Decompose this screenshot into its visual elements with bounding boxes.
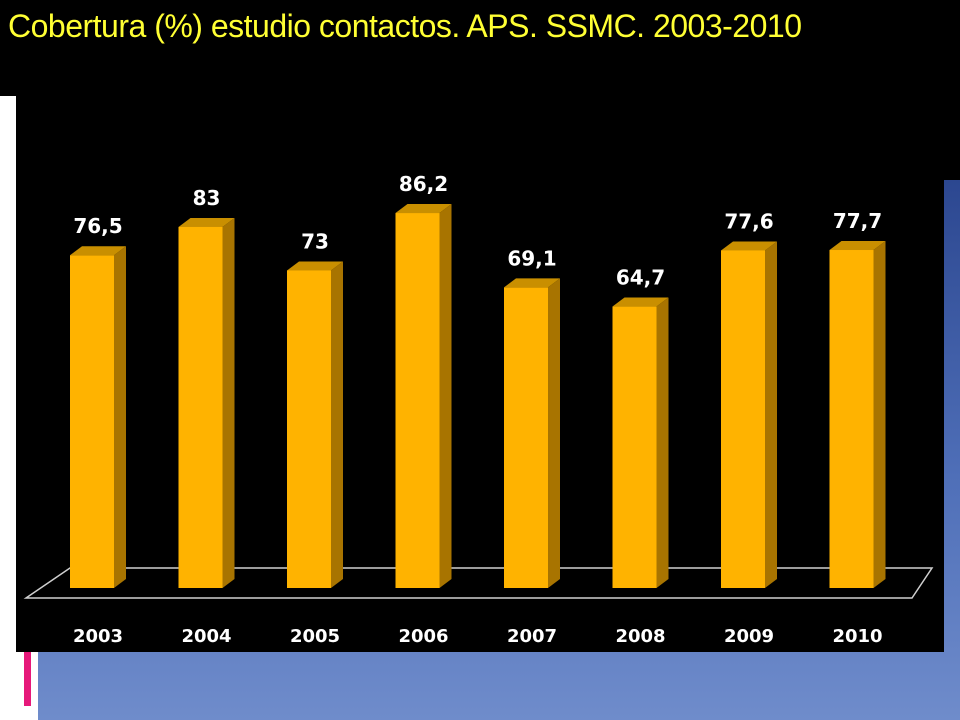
x-tick-label-2010: 2010 bbox=[832, 626, 882, 647]
data-label-2004: 83 bbox=[193, 186, 221, 210]
bar-side-2004 bbox=[222, 217, 235, 588]
bar-top-2003 bbox=[70, 246, 126, 256]
data-label-2010: 77,7 bbox=[833, 209, 882, 233]
x-tick-label-2003: 2003 bbox=[73, 626, 123, 647]
bar-side-2010 bbox=[873, 241, 886, 588]
data-label-2009: 77,6 bbox=[724, 209, 773, 233]
data-label-2007: 69,1 bbox=[507, 246, 556, 270]
bar-2003 bbox=[70, 255, 114, 588]
bar-side-2008 bbox=[656, 297, 669, 588]
bar-2009 bbox=[721, 250, 765, 588]
x-tick-label-2008: 2008 bbox=[615, 626, 665, 647]
bar-top-2004 bbox=[178, 217, 235, 227]
bar-2008 bbox=[612, 306, 657, 588]
slide-title: Cobertura (%) estudio contactos. APS. SS… bbox=[8, 8, 802, 44]
bar-side-2007 bbox=[548, 278, 560, 588]
bar-top-2010 bbox=[829, 241, 886, 251]
data-label-2005: 73 bbox=[301, 229, 329, 253]
pink-accent-bar bbox=[24, 650, 31, 706]
bar-side-2003 bbox=[114, 246, 126, 588]
white-side-strip bbox=[0, 96, 16, 720]
bar-top-2009 bbox=[721, 241, 777, 251]
bar-top-2008 bbox=[612, 297, 669, 307]
bar-2007 bbox=[504, 287, 548, 588]
x-tick-label-2004: 2004 bbox=[181, 626, 231, 647]
bar-2004 bbox=[178, 226, 223, 588]
data-label-2003: 76,5 bbox=[73, 214, 122, 238]
bar-top-2006 bbox=[395, 204, 452, 214]
bar-top-2007 bbox=[504, 278, 560, 288]
bar-side-2009 bbox=[765, 241, 777, 588]
bar-side-2005 bbox=[331, 261, 343, 588]
x-tick-label-2006: 2006 bbox=[398, 626, 448, 647]
x-tick-label-2005: 2005 bbox=[290, 626, 340, 647]
bar-2006 bbox=[395, 213, 440, 588]
chart-frame: 76,5 2003 83 2004 73 2005 86,2 2006 69,1 2007 64,7… bbox=[16, 80, 944, 652]
bar-top-2005 bbox=[287, 261, 343, 271]
data-label-2006: 86,2 bbox=[399, 172, 448, 196]
x-tick-label-2007: 2007 bbox=[507, 626, 557, 647]
bar-2010 bbox=[829, 250, 874, 588]
data-label-2008: 64,7 bbox=[616, 266, 665, 290]
bar-chart: 76,5 2003 83 2004 73 2005 86,2 2006 69,1 2007 64,7… bbox=[23, 172, 934, 647]
bar-2005 bbox=[287, 270, 331, 588]
x-tick-label-2009: 2009 bbox=[724, 626, 774, 647]
chart-floor bbox=[23, 567, 934, 599]
bar-side-2006 bbox=[439, 204, 452, 588]
